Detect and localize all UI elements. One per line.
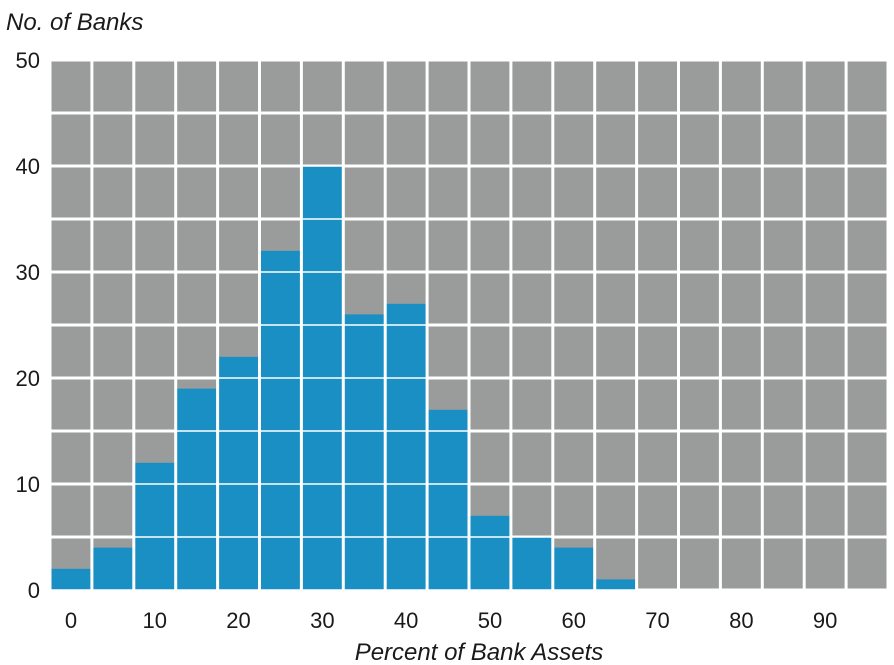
x-tick-label: 30 bbox=[310, 608, 334, 633]
histogram-bar bbox=[594, 579, 637, 590]
histogram-bar bbox=[385, 303, 428, 590]
bars bbox=[50, 166, 637, 591]
histogram-bar bbox=[50, 568, 92, 590]
x-tick-label: 20 bbox=[226, 608, 250, 633]
x-tick-label: 50 bbox=[478, 608, 502, 633]
y-tick-labels: 0 10 20 30 40 50 bbox=[16, 48, 40, 603]
y-tick-label: 50 bbox=[16, 48, 40, 73]
histogram-bar bbox=[510, 537, 553, 590]
histogram-bar bbox=[427, 409, 469, 590]
x-tick-label: 10 bbox=[143, 608, 167, 633]
histogram-bar bbox=[217, 356, 260, 590]
x-tick-label: 60 bbox=[562, 608, 586, 633]
x-tick-label: 80 bbox=[729, 608, 753, 633]
histogram-bar bbox=[175, 388, 218, 590]
y-tick-label: 10 bbox=[16, 472, 40, 497]
x-tick-labels: 0 10 20 30 40 50 60 70 80 90 bbox=[65, 608, 838, 633]
x-tick-label: 70 bbox=[645, 608, 669, 633]
x-tick-label: 0 bbox=[65, 608, 77, 633]
vertical-gridlines bbox=[48, 59, 890, 591]
histogram-bar bbox=[469, 515, 511, 590]
y-tick-label: 30 bbox=[16, 260, 40, 285]
y-tick-label: 0 bbox=[28, 578, 40, 603]
y-tick-label: 40 bbox=[16, 154, 40, 179]
x-axis-title: Percent of Bank Assets bbox=[355, 639, 604, 665]
histogram-bar bbox=[343, 314, 386, 590]
x-tick-label: 90 bbox=[813, 608, 837, 633]
histogram-bar bbox=[552, 547, 595, 590]
y-axis-title: No. of Banks bbox=[6, 9, 143, 36]
histogram-bar bbox=[91, 547, 134, 590]
histogram-bar bbox=[133, 462, 176, 590]
histogram-bar bbox=[259, 250, 302, 591]
x-tick-label: 40 bbox=[394, 608, 418, 633]
y-tick-label: 20 bbox=[16, 366, 40, 391]
